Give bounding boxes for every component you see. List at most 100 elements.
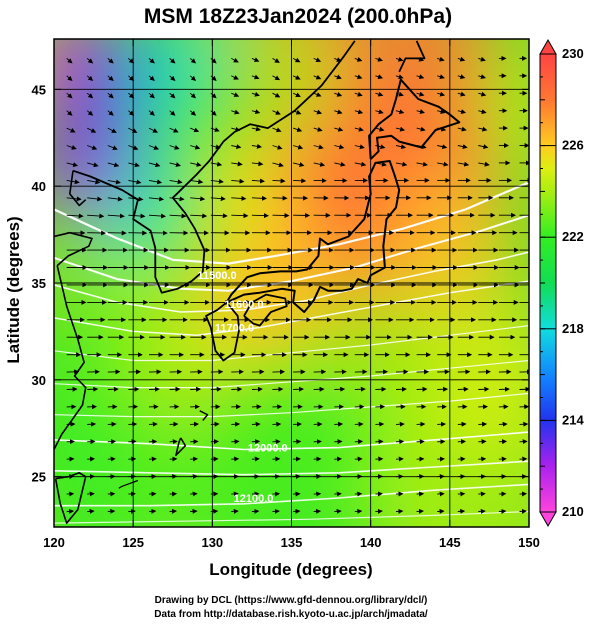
wind-arrow	[128, 213, 146, 219]
wind-arrow	[86, 127, 97, 133]
wind-arrow	[210, 178, 224, 184]
chart-title: MSM 18Z23Jan2024 (200.0hPa)	[144, 5, 452, 28]
wind-arrow	[375, 56, 383, 62]
wind-arrow	[169, 58, 176, 64]
wind-arrow	[293, 178, 307, 184]
wind-arrow	[87, 213, 105, 219]
wind-arrow	[416, 91, 425, 97]
wind-arrow	[66, 196, 82, 202]
wind-arrow	[457, 56, 466, 62]
wind-arrow	[107, 213, 125, 219]
wind-arrow	[313, 92, 322, 97]
contour-label: 11700.0	[215, 322, 254, 334]
wind-arrow	[169, 213, 187, 219]
colorbar-extend-min	[539, 511, 557, 528]
wind-arrow	[395, 56, 404, 62]
wind-arrow	[231, 126, 241, 132]
wind-arrow	[190, 161, 202, 167]
wind-arrow	[66, 145, 77, 150]
wind-arrow	[107, 145, 118, 151]
wind-arrow	[354, 74, 363, 80]
wind-arrow	[334, 126, 344, 132]
wind-arrow	[128, 110, 135, 116]
wind-arrow	[128, 196, 144, 202]
wind-arrow	[231, 213, 249, 219]
wind-arrow	[292, 75, 301, 80]
wind-arrow	[478, 74, 486, 80]
wind-arrow	[251, 178, 265, 184]
coastline-segment	[118, 479, 139, 489]
x-tick-label: 135	[281, 535, 303, 550]
wind-arrow	[86, 58, 94, 64]
wind-arrow	[190, 196, 206, 202]
wind-arrow	[210, 75, 217, 81]
wind-arrow	[189, 92, 197, 99]
coastline	[54, 40, 461, 524]
wind-arrow	[478, 56, 486, 62]
wind-arrow	[272, 75, 281, 81]
wind-arrow	[148, 162, 161, 168]
contour-label: 11500.0	[198, 270, 237, 282]
wind-arrow	[334, 144, 345, 150]
wind-arrow	[437, 161, 449, 167]
coastline-segment	[199, 410, 209, 421]
wind-arrow	[148, 58, 155, 64]
wind-arrow	[457, 161, 470, 167]
wind-arrow	[86, 110, 94, 116]
wind-arrow	[272, 195, 288, 201]
wind-arrow	[437, 74, 445, 80]
wind-arrow	[231, 92, 240, 97]
colorbar-tick-label: 226	[562, 138, 584, 153]
wind-arrow	[416, 56, 425, 62]
wind-arrow	[354, 91, 363, 97]
wind-arrow	[231, 109, 240, 115]
coastline-segment	[398, 40, 426, 73]
y-tick-label: 35	[32, 276, 46, 291]
credit-drawing: Drawing by DCL (https://www.gfd-dennou.o…	[155, 595, 428, 606]
colorbar-tick-label: 222	[562, 229, 584, 244]
wind-arrow	[272, 162, 284, 168]
contour-labels: 11500.0 11600.0 11700.0 12000.0 12100.0	[198, 270, 288, 505]
wind-arrow	[457, 74, 466, 79]
wind-arrow	[107, 179, 121, 185]
wind-arrow	[169, 162, 181, 168]
wind-arrow	[210, 58, 217, 64]
wind-arrow	[395, 161, 408, 167]
y-axis: 25 30 35 40 45	[32, 82, 529, 485]
wind-arrow	[190, 144, 201, 150]
y-tick-label: 30	[32, 373, 46, 388]
wind-arrow	[66, 162, 79, 168]
wind-arrow	[107, 196, 123, 202]
wind-arrow	[190, 127, 200, 133]
field-patch	[228, 39, 339, 148]
wind-arrow	[148, 110, 155, 116]
wind-arrow	[478, 161, 490, 167]
wind-arrow	[66, 58, 73, 64]
wind-arrow	[66, 213, 84, 219]
contour-label: 12100.0	[234, 493, 274, 505]
wind-arrow	[66, 110, 73, 116]
wind-arrow	[148, 75, 155, 81]
colorbar-tick-label: 218	[562, 321, 584, 336]
wind-arrow	[272, 92, 281, 98]
wind-arrow	[66, 179, 80, 185]
wind-arrow	[189, 58, 197, 64]
wind-arrow	[251, 109, 261, 115]
wind-arrow	[169, 127, 179, 133]
wind-arrow	[292, 57, 301, 63]
wind-arrow	[395, 109, 405, 115]
wind-arrow	[354, 109, 364, 115]
wind-arrow	[148, 92, 155, 99]
wind-arrow	[313, 161, 326, 167]
wind-arrow	[272, 127, 282, 133]
wind-arrow	[457, 91, 466, 97]
wind-arrow	[210, 110, 217, 116]
wind-arrow	[292, 162, 305, 167]
wind-arrow	[190, 213, 208, 219]
wind-arrow	[148, 127, 158, 133]
contour-label: 11600.0	[224, 299, 263, 311]
wind-arrow	[189, 75, 197, 81]
wind-arrow	[128, 127, 138, 133]
wind-arrow	[375, 91, 384, 97]
field-patch	[473, 50, 529, 167]
